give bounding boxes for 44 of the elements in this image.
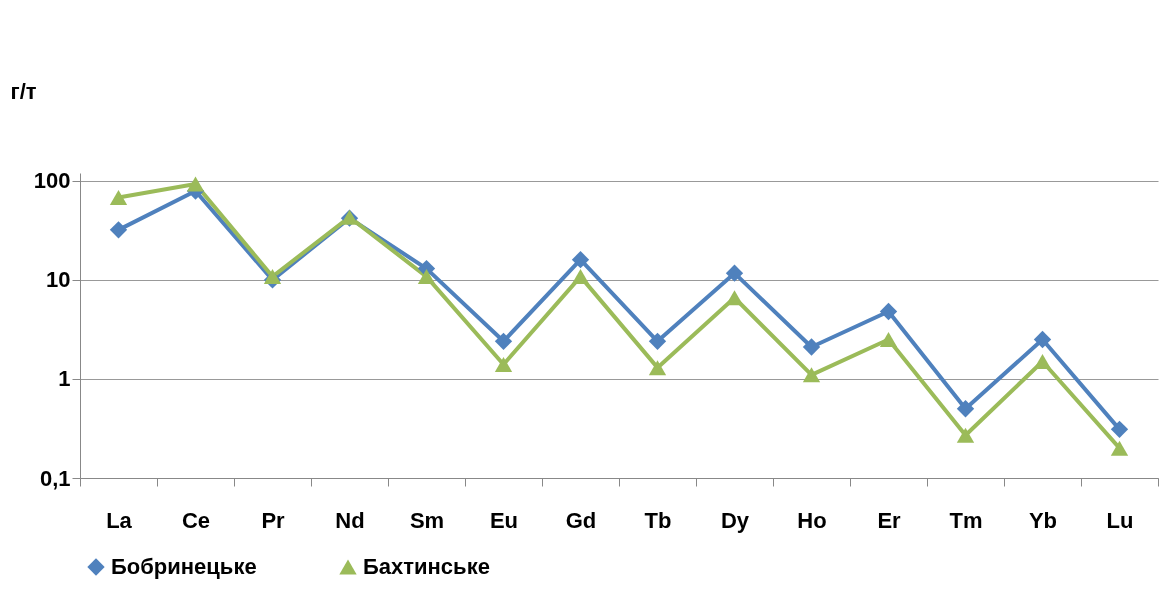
x-tick-label: Lu <box>1106 507 1134 533</box>
x-tick-label: Dy <box>720 507 750 533</box>
point <box>494 332 513 350</box>
point <box>956 427 975 443</box>
legend-label: Бахтинське <box>363 554 490 579</box>
point <box>186 176 205 192</box>
point <box>571 269 590 285</box>
x-tick-label: Er <box>877 507 902 533</box>
point <box>494 356 513 372</box>
y-tick-label: 100 <box>33 168 71 194</box>
x-tick-label: Pr <box>261 507 286 533</box>
point <box>263 269 282 285</box>
point <box>802 338 821 356</box>
x-tick-label: La <box>106 507 133 533</box>
y-tick-label: 1 <box>58 366 71 392</box>
point <box>802 367 821 383</box>
point <box>725 290 744 306</box>
point <box>1033 330 1052 349</box>
point <box>109 221 128 239</box>
x-tick-label: Yb <box>1028 507 1058 533</box>
x-tick-label: Gd <box>565 507 597 533</box>
point <box>879 332 898 348</box>
y-tick-label: 10 <box>46 267 71 293</box>
point <box>1110 420 1129 438</box>
legend-label: Бобринецьке <box>111 554 257 579</box>
y-tick-label: 0,1 <box>39 465 71 491</box>
x-tick-label: Ho <box>797 507 827 533</box>
point <box>648 360 667 376</box>
x-tick-label: Sm <box>409 507 445 533</box>
point <box>109 189 128 205</box>
point <box>879 302 898 321</box>
point <box>648 332 667 350</box>
x-tick-label: Nd <box>335 507 365 533</box>
point <box>1033 354 1052 370</box>
x-tick-label: Eu <box>489 507 519 533</box>
point <box>571 251 590 269</box>
x-tick-label: Ce <box>181 507 211 533</box>
y-axis-title: г/т <box>10 78 37 104</box>
x-tick-label: Tb <box>644 507 672 533</box>
point <box>1110 440 1129 456</box>
point <box>725 264 744 282</box>
point <box>956 400 975 418</box>
x-tick-label: Tm <box>949 507 983 533</box>
point <box>417 269 436 285</box>
